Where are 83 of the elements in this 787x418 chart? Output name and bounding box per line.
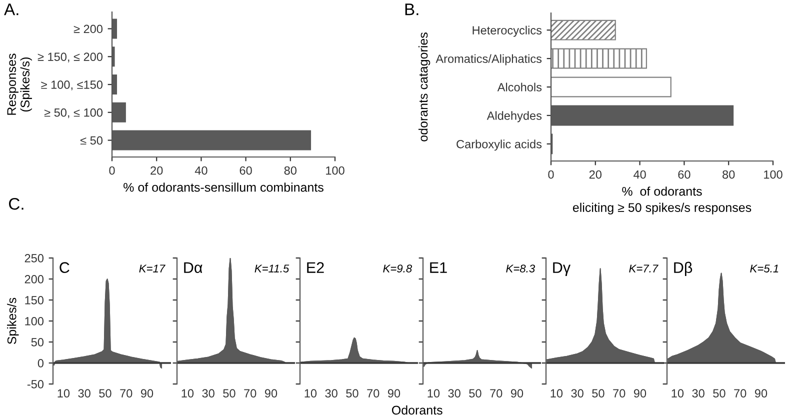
x-tick-label: 80 (284, 166, 297, 175)
x-tick-label: 10 (428, 389, 440, 398)
y-tick-label: Carboxylic acids (456, 140, 542, 151)
x-tick-label: 90 (264, 389, 278, 398)
x-tick-label: 70 (734, 389, 746, 398)
y-axis-title: Responses (Spikes/s) (7, 54, 32, 115)
bar (551, 76, 672, 98)
y-tick-label: ≥ 50, ≤ 100 (44, 108, 103, 118)
chart-title: E2 (307, 262, 324, 273)
x-tick-label: 70 (490, 389, 502, 398)
x-tick-label: 50 (223, 389, 236, 398)
x-tick-label: 50 (469, 389, 482, 398)
x-tick-label: 30 (78, 389, 90, 398)
y-tick-label: ≤ 50 (80, 136, 103, 145)
x-tick-label: 60 (678, 170, 690, 179)
chart-subtitle: K=7.7 (629, 264, 658, 272)
chart-subtitle: K=11.5 (254, 264, 290, 272)
x-tick-label: 30 (325, 389, 338, 398)
x-tick-label: 70 (244, 389, 256, 398)
x-tick-label: 30 (571, 389, 584, 398)
y-tick-label: 250 (24, 254, 44, 262)
chart-subtitle: K=17 (139, 264, 166, 272)
x-tick-label: 50 (346, 389, 358, 398)
x-tick-label: 10 (58, 389, 70, 398)
x-tick-label: 80 (722, 170, 735, 179)
x-tick-label: 30 (692, 389, 704, 398)
x-tick-label: 90 (140, 389, 154, 398)
x-tick-label: 70 (613, 389, 626, 398)
x-tick-label: 90 (634, 389, 646, 398)
chart-title: C (60, 262, 70, 273)
x-tick-label: 90 (510, 389, 524, 398)
x-tick-label: 10 (550, 389, 563, 398)
y-tick-label: 200 (24, 275, 44, 284)
x-tick-label: 100 (764, 170, 782, 179)
x-tick-label: 0 (548, 170, 554, 179)
chart-title: Dγ (553, 262, 571, 276)
x-tick-label: 70 (367, 389, 380, 398)
x-tick-label: 70 (120, 389, 132, 398)
x-tick-label: 50 (592, 389, 604, 398)
x-tick-label: 0 (109, 166, 115, 175)
y-tick-label: 0 (38, 359, 44, 368)
x-tick-label: 90 (388, 389, 400, 398)
x-tick-label: 50 (713, 389, 726, 398)
y-tick-label: 150 (25, 296, 44, 304)
x-axis-title: % of odorants eliciting ≥ 50 spikes/s responses (572, 186, 752, 214)
x-tick-label: 30 (448, 389, 460, 398)
x-tick-label: 20 (150, 166, 163, 175)
y-axis-title: odorants catagories (418, 32, 430, 142)
x-tick-label: 90 (754, 389, 768, 398)
x-tick-label: 60 (240, 166, 252, 175)
y-tick-label: ≥ 150, ≤ 200 (38, 52, 103, 62)
text: B. (405, 4, 418, 16)
y-tick-label: ≥ 200 (74, 24, 103, 34)
y-tick-label: Alcohols (497, 82, 542, 92)
x-tick-label: 10 (304, 389, 317, 398)
y-tick-label: Aldehydes (486, 111, 542, 122)
bar (551, 48, 648, 69)
text: A. (4, 4, 18, 16)
x-tick-label: 20 (589, 170, 602, 179)
y-tick-label: 100 (25, 317, 44, 326)
x-tick-label: 10 (672, 389, 684, 398)
chart-subtitle: K=9.8 (383, 264, 412, 272)
x-axis-title: % of odorants-sensillum combinants (124, 182, 324, 192)
y-tick-label: Heterocyclics (472, 26, 542, 37)
x-tick-label: 10 (182, 389, 194, 398)
x-tick-label: 30 (202, 389, 214, 398)
chart-title: Dβ (674, 262, 692, 276)
y-tick-label: -50 (27, 380, 44, 388)
y-tick-label: 50 (31, 338, 44, 346)
x-tick-label: 100 (326, 166, 344, 175)
bar (551, 20, 616, 40)
x-tick-label: 40 (634, 170, 646, 179)
y-tick-label: Aromatics/Aliphatics (436, 54, 542, 66)
text: C. (9, 198, 24, 210)
y-tick-label: ≥ 100, ≤150 (41, 80, 103, 90)
x-tick-label: 50 (99, 389, 112, 398)
y-axis-title: Spikes/s (7, 298, 19, 344)
x-tick-label: 40 (194, 166, 208, 175)
chart-title: E1 (430, 262, 447, 273)
chart-subtitle: K=8.3 (506, 264, 535, 272)
x-axis-title: Odorants (392, 405, 442, 415)
chart-subtitle: K=5.1 (750, 264, 778, 272)
chart-title: Dα (184, 262, 202, 273)
